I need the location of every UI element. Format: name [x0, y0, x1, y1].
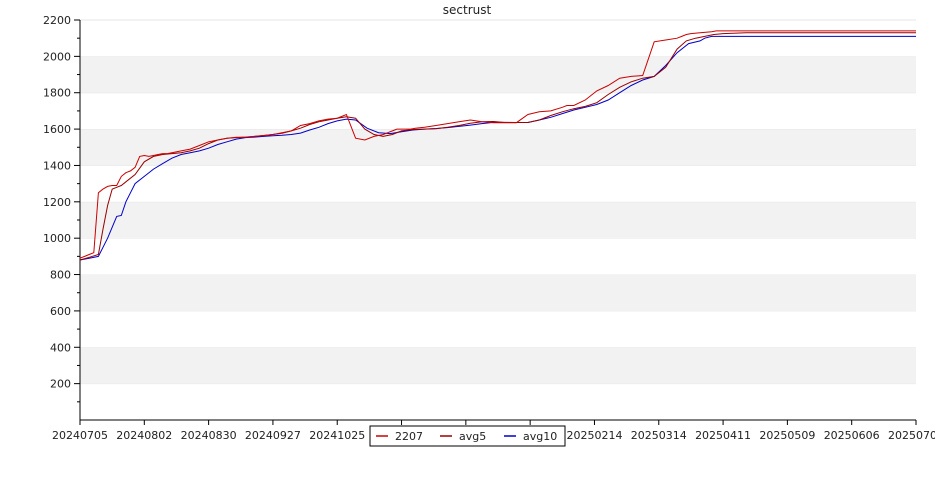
- x-tick-label: 20250704: [888, 429, 935, 442]
- x-tick-label: 20250314: [631, 429, 687, 442]
- y-tick-label: 1800: [43, 87, 71, 100]
- y-axis: 200 400 600 800 1000 1200 1400 1600 1800 2000 2200: [43, 14, 81, 420]
- x-tick-label: 20240705: [52, 429, 108, 442]
- y-tick-label: 800: [50, 269, 71, 282]
- grid-band: [80, 274, 916, 311]
- chart-title: sectrust: [443, 3, 492, 17]
- y-tick-label: 200: [50, 378, 71, 391]
- y-tick-label: 2000: [43, 50, 71, 63]
- grid-band: [80, 383, 916, 420]
- legend-box: [369, 425, 566, 447]
- plot-area: [79, 30, 916, 261]
- y-tick-label: 1200: [43, 196, 71, 209]
- grid-band: [80, 347, 916, 384]
- x-tick-label: 20250214: [566, 429, 622, 442]
- grid-band: [80, 238, 916, 275]
- y-tick-label: 2200: [43, 14, 71, 27]
- series-line-avg5: [79, 32, 916, 261]
- y-tick-label: 1000: [43, 232, 71, 245]
- grid-band: [80, 20, 916, 57]
- x-tick-label: 20250509: [759, 429, 815, 442]
- legend-label: 2207: [395, 430, 423, 443]
- x-tick-label: 20240830: [181, 429, 237, 442]
- x-tick-label: 20240927: [245, 429, 301, 442]
- grid-band: [80, 92, 916, 130]
- y-tick-label: 1400: [43, 159, 71, 172]
- grid-band: [80, 201, 916, 239]
- legend-label: avg5: [459, 430, 486, 443]
- x-tick-label: 20250411: [695, 429, 751, 442]
- x-tick-label: 20250606: [824, 429, 880, 442]
- grid-band: [80, 310, 916, 348]
- series-line-2207: [79, 30, 916, 259]
- legend-label: avg10: [523, 430, 557, 443]
- y-tick-label: 600: [50, 305, 71, 318]
- y-tick-label: 400: [50, 341, 71, 354]
- grid-band: [80, 165, 916, 202]
- x-tick-label: 20241025: [309, 429, 365, 442]
- legend: 2207 avg5 avg10: [369, 425, 566, 447]
- y-tick-label: 1600: [43, 123, 71, 136]
- grid-bands: [80, 19, 916, 420]
- grid-band: [80, 129, 916, 166]
- x-tick-label: 20240802: [116, 429, 172, 442]
- grid-band: [80, 56, 916, 93]
